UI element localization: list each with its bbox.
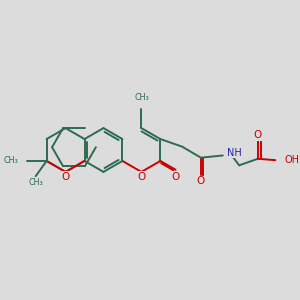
Text: O: O bbox=[171, 172, 180, 182]
Text: NH: NH bbox=[227, 148, 242, 158]
Text: O: O bbox=[137, 172, 146, 182]
Text: O: O bbox=[254, 130, 262, 140]
Text: O: O bbox=[197, 176, 205, 186]
Text: OH: OH bbox=[284, 155, 299, 165]
Text: CH₃: CH₃ bbox=[28, 178, 43, 187]
Text: CH₃: CH₃ bbox=[134, 94, 149, 103]
Text: CH₃: CH₃ bbox=[3, 156, 18, 165]
Text: O: O bbox=[61, 172, 70, 182]
